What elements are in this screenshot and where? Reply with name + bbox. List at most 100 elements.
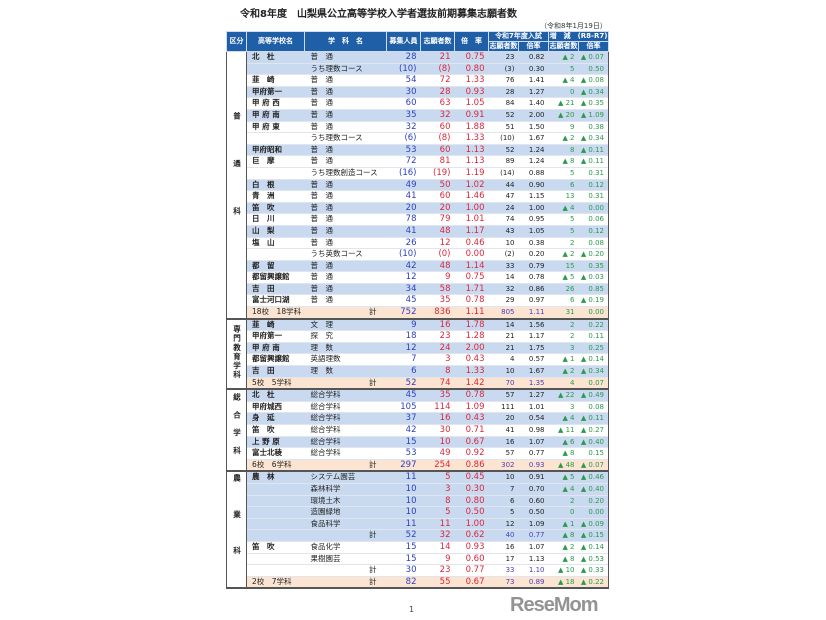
diff-ratio: 0.50 xyxy=(578,62,610,75)
applicants: 72 xyxy=(420,74,455,87)
school-name: 身 延 xyxy=(246,412,305,425)
r7-ratio: 1.00 xyxy=(518,201,549,214)
r7-ratio: 1.13 xyxy=(518,552,549,565)
subject-name: うち理数創造コース xyxy=(304,166,387,180)
diff-applicants: ▲ 2 xyxy=(548,51,579,64)
school-name: 18校 18学科 xyxy=(246,306,305,320)
diff-applicants: 5 xyxy=(548,213,579,226)
subject-name: うち理数コース xyxy=(304,132,387,145)
ratio: 1.02 xyxy=(454,178,489,191)
r7-ratio: 1.75 xyxy=(518,341,549,354)
capacity: 18 xyxy=(386,330,421,343)
r7-applicants: 52 xyxy=(488,108,519,122)
applicants: 16 xyxy=(420,412,455,425)
r7-ratio: 0.54 xyxy=(518,412,549,425)
table-row: 青 洲普 通 41 60 1.46 47 1.15 13 0.31 xyxy=(227,190,610,203)
diff-ratio: 0.12 xyxy=(578,178,610,191)
diff-ratio: ▲ 0.46 xyxy=(578,470,610,484)
applicants: (0) xyxy=(420,248,455,261)
diff-applicants: 4 xyxy=(548,376,579,391)
school-name: 山 梨 xyxy=(246,224,305,237)
school-name: 5校 5学科 xyxy=(246,376,305,391)
table-row: 甲府第一探 究 18 23 1.28 21 1.17 2 0.11 xyxy=(227,330,610,343)
category-label: 普通科 xyxy=(232,111,242,255)
diff-ratio: ▲ 0.19 xyxy=(578,294,610,307)
diff-ratio: ▲ 0.11 xyxy=(578,155,610,168)
r7-applicants: 47 xyxy=(488,190,519,203)
ratio: 1.09 xyxy=(454,400,489,413)
capacity: 35 xyxy=(386,108,421,122)
r7-applicants: 41 xyxy=(488,424,519,437)
capacity: 72 xyxy=(386,155,421,168)
applicants: 60 xyxy=(420,120,455,133)
diff-applicants: 15 xyxy=(548,259,579,272)
school-name: 都留興譲館 xyxy=(246,271,305,284)
table-row: 巨 摩普 通 72 81 1.13 89 1.24 ▲ 8 ▲ 0.11 xyxy=(227,155,610,168)
applicants: 9 xyxy=(420,271,455,284)
ratio: 0.50 xyxy=(454,506,489,519)
diff-applicants: ▲ 2 xyxy=(548,540,579,554)
ratio: 1.14 xyxy=(454,259,489,272)
subject-name: 普 通 xyxy=(304,224,387,237)
watermark-logo: ReseMom xyxy=(510,594,598,616)
capacity: 10 xyxy=(386,482,421,496)
r7-applicants: 10 xyxy=(488,236,519,249)
subject-name: 総合学科 xyxy=(304,447,387,460)
table-row: 都留興譲館 英語理数 7 3 0.43 4 0.57 ▲ 1 ▲ 0.14 xyxy=(227,353,610,366)
document-title: 令和8年度 山梨県公立高等学校入学者選抜前期募集志願者数 xyxy=(240,9,517,20)
diff-applicants: ▲ 5 xyxy=(548,271,579,284)
table-row: 笛 吹食品化学 15 14 0.93 16 1.07 ▲ 2 ▲ 0.14 xyxy=(227,540,610,554)
capacity: 42 xyxy=(386,424,421,437)
r7-ratio: 0.78 xyxy=(518,271,549,284)
ratio: 0.75 xyxy=(454,271,489,284)
capacity: 26 xyxy=(386,236,421,249)
total-row: 5校 5学科計 52 74 1.42 70 1.35 4 0.07 xyxy=(227,376,610,391)
capacity: 12 xyxy=(386,341,421,354)
category-label: 総合学科 xyxy=(232,392,242,465)
subject-name: 計 xyxy=(304,376,387,391)
header-diff-ratio: 倍率 xyxy=(577,41,610,52)
header-r7: 令和7年度入試 xyxy=(488,31,549,42)
capacity: 34 xyxy=(386,282,421,295)
school-name: 青 洲 xyxy=(246,190,305,203)
r7-applicants: 57 xyxy=(488,388,519,402)
table-row: 農業科農 林システム園芸 11 5 0.45 10 0.91 ▲ 5 ▲ 0.46 xyxy=(226,470,610,590)
subject-name: うち理数コース xyxy=(304,62,387,75)
diff-applicants: 9 xyxy=(548,120,579,133)
r7-ratio: 1.67 xyxy=(518,365,549,378)
capacity: 752 xyxy=(386,306,421,320)
diff-ratio: ▲ 0.07 xyxy=(578,51,610,64)
diff-ratio: ▲ 0.14 xyxy=(578,540,610,554)
table-row: 吉 田理 数 6 8 1.33 10 1.67 ▲ 2 ▲ 0.34 xyxy=(227,365,610,378)
ratio: 1.88 xyxy=(454,120,489,133)
r7-ratio: 0.86 xyxy=(518,282,549,295)
capacity: 15 xyxy=(386,552,421,565)
diff-ratio: ▲ 1.09 xyxy=(578,108,610,122)
ratio: 0.91 xyxy=(454,108,489,122)
capacity: 49 xyxy=(386,178,421,191)
r7-applicants: 24 xyxy=(488,201,519,214)
r7-ratio: 1.40 xyxy=(518,97,549,110)
table-row: 甲 府 東普 通 32 60 1.88 51 1.50 9 0.38 xyxy=(227,120,610,133)
r7-ratio: 1.01 xyxy=(518,400,549,413)
diff-applicants: ▲ 4 xyxy=(548,74,579,87)
r7-applicants: 23 xyxy=(488,51,519,64)
subject-name: 普 通 xyxy=(304,190,387,203)
diff-ratio: ▲ 0.22 xyxy=(578,575,610,590)
r7-ratio: 1.07 xyxy=(518,435,549,448)
diff-applicants: 5 xyxy=(548,224,579,237)
applicants: 55 xyxy=(420,575,455,590)
r7-applicants: 43 xyxy=(488,224,519,237)
ratio: 0.60 xyxy=(454,552,489,565)
table-row: 造園緑地 10 5 0.50 5 0.50 0 0.00 xyxy=(227,506,610,519)
diff-ratio: 0.06 xyxy=(578,213,610,226)
diff-applicants: ▲ 21 xyxy=(548,97,579,110)
subject-name: 食品科学 xyxy=(304,517,387,530)
header-r7-applicants: 志願者数 xyxy=(488,41,519,52)
school-name xyxy=(246,552,305,565)
diff-applicants: ▲ 48 xyxy=(548,458,579,473)
r7-applicants: 89 xyxy=(488,155,519,168)
school-name: 韮 崎 xyxy=(246,318,305,331)
diff-applicants: ▲ 18 xyxy=(548,575,579,590)
diff-ratio: 0.00 xyxy=(578,506,610,519)
